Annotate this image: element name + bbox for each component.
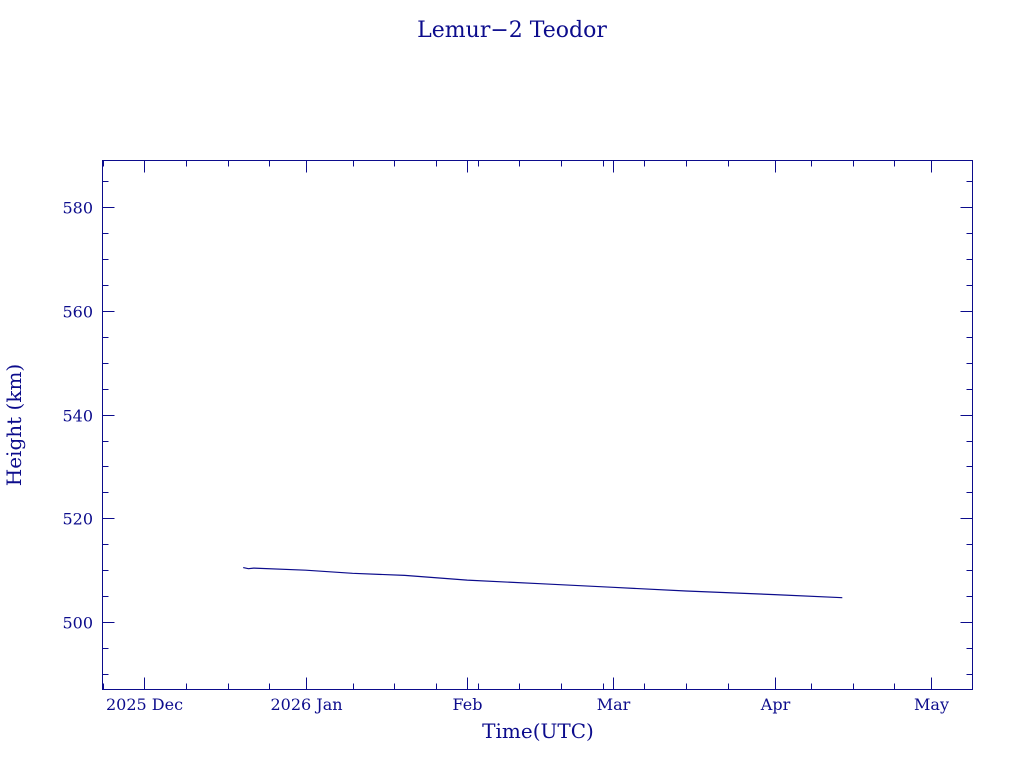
series-group xyxy=(243,567,843,599)
height-series-line xyxy=(243,567,843,599)
plot-area: 500 520 540 560 580 2025 Dec 2026 Jan Feb Mar Apr… xyxy=(62,160,973,715)
y-axis-label: Height (km) xyxy=(2,364,26,486)
y-tick-label: 540 xyxy=(62,407,93,426)
y-tick-label: 520 xyxy=(62,510,93,529)
chart-title: Lemur−2 Teodor xyxy=(417,18,607,43)
y-tick-label: 580 xyxy=(62,199,93,218)
x-axis-label: Time(UTC) xyxy=(482,719,594,743)
x-tick-label: 2025 Dec xyxy=(106,695,183,714)
x-tick-label: May xyxy=(914,695,949,714)
y-tick-label: 560 xyxy=(62,303,93,322)
x-tick-label: Mar xyxy=(597,695,631,714)
x-tick-label: Feb xyxy=(453,695,483,714)
y-tick-label: 500 xyxy=(62,614,93,633)
x-tick-label: 2026 Jan xyxy=(270,695,342,714)
tick-labels: 500 520 540 560 580 2025 Dec 2026 Jan Feb Mar Apr… xyxy=(62,199,949,715)
axis-ticks xyxy=(102,160,973,690)
plot-frame xyxy=(102,160,973,690)
x-tick-label: Apr xyxy=(760,695,791,714)
